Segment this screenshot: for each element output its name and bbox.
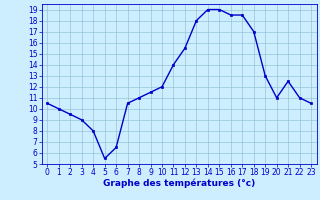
X-axis label: Graphe des températures (°c): Graphe des températures (°c) [103, 179, 255, 188]
